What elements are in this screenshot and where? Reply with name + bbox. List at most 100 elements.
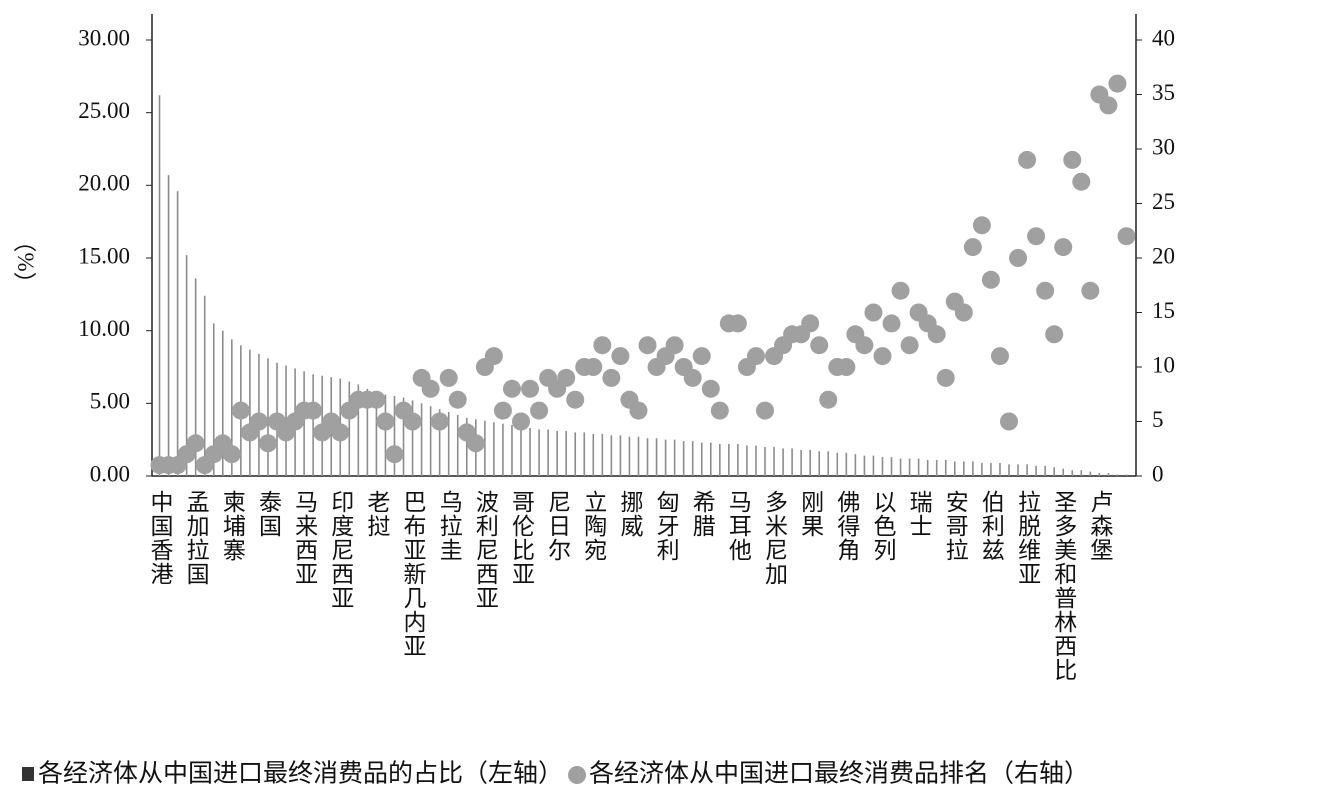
dot bbox=[756, 401, 774, 420]
x-tick-label: 卢森堡 bbox=[1087, 490, 1114, 562]
y2-tick-label: 30 bbox=[1152, 134, 1175, 159]
dot bbox=[855, 336, 874, 355]
dot bbox=[801, 314, 820, 333]
x-tick-label: 印度尼西亚 bbox=[328, 490, 355, 610]
y-tick-label: 0.00 bbox=[90, 461, 130, 486]
legend-label: 各经济体从中国进口最终消费品的占比（左轴） bbox=[38, 760, 563, 788]
dot bbox=[701, 379, 720, 398]
dot bbox=[376, 412, 395, 431]
y-tick-label: 20.00 bbox=[78, 171, 130, 196]
dot bbox=[936, 368, 955, 387]
dot bbox=[1036, 281, 1055, 300]
dot bbox=[819, 390, 838, 409]
dot bbox=[810, 336, 829, 355]
y2-tick-label: 15 bbox=[1152, 298, 1175, 323]
x-tick-label: 马耳他 bbox=[725, 490, 752, 562]
dot bbox=[493, 401, 512, 420]
dot bbox=[710, 401, 729, 420]
y2-tick-label: 0 bbox=[1152, 461, 1164, 486]
dot bbox=[1072, 172, 1091, 191]
y-tick-label: 15.00 bbox=[78, 243, 130, 268]
dot bbox=[439, 368, 458, 387]
x-tick-label: 安哥拉 bbox=[942, 490, 969, 562]
x-tick-label: 伯利兹 bbox=[978, 490, 1005, 562]
dot bbox=[1045, 325, 1064, 344]
x-tick-label: 圣多美和普林西比 bbox=[1051, 490, 1078, 682]
dot bbox=[593, 336, 612, 355]
dot bbox=[990, 347, 1009, 366]
y-tick-label: 5.00 bbox=[90, 389, 130, 414]
dot bbox=[1081, 281, 1100, 300]
x-tick-label: 以色列 bbox=[870, 490, 897, 562]
dot bbox=[692, 347, 711, 366]
legend-swatch bbox=[568, 766, 587, 784]
dot bbox=[638, 336, 657, 355]
x-tick-label: 挪威 bbox=[617, 490, 644, 538]
dot bbox=[448, 390, 467, 409]
dot bbox=[530, 401, 549, 420]
x-tick-label: 乌拉圭 bbox=[436, 490, 463, 562]
dot bbox=[258, 434, 277, 453]
dot bbox=[927, 325, 946, 344]
dot bbox=[331, 423, 350, 442]
dot bbox=[521, 379, 540, 398]
dot bbox=[611, 347, 630, 366]
x-tick-label: 佛得角 bbox=[834, 490, 861, 562]
dot bbox=[1018, 150, 1037, 169]
y2-tick-label: 40 bbox=[1152, 25, 1175, 50]
y2-tick-label: 10 bbox=[1152, 352, 1175, 377]
x-tick-label: 刚果 bbox=[798, 490, 825, 538]
dot bbox=[186, 434, 205, 453]
dot bbox=[1054, 238, 1073, 257]
y-tick-label: 30.00 bbox=[78, 25, 130, 50]
dot bbox=[249, 412, 268, 431]
x-tick-label: 希腊 bbox=[689, 490, 716, 538]
x-tick-label: 哥伦比亚 bbox=[509, 490, 536, 586]
dot bbox=[665, 336, 684, 355]
dot bbox=[683, 368, 702, 387]
dot bbox=[430, 412, 449, 431]
dot bbox=[629, 401, 648, 420]
y-axis-label: （%） bbox=[13, 229, 38, 294]
dot bbox=[963, 238, 982, 257]
dot bbox=[304, 401, 323, 420]
y-tick-label: 25.00 bbox=[78, 98, 130, 123]
dot bbox=[584, 358, 603, 376]
dot bbox=[954, 303, 973, 322]
dot bbox=[728, 314, 747, 333]
dot bbox=[403, 412, 422, 431]
dot bbox=[367, 390, 386, 409]
y2-tick-label: 5 bbox=[1152, 407, 1164, 432]
dot bbox=[502, 379, 521, 398]
x-tick-label: 匈牙利 bbox=[653, 490, 680, 562]
x-tick-label: 拉脱维亚 bbox=[1015, 490, 1042, 586]
dot bbox=[981, 270, 1000, 289]
y2-tick-label: 35 bbox=[1152, 80, 1175, 105]
x-tick-label: 中国香港 bbox=[147, 490, 174, 586]
y2-tick-label: 20 bbox=[1152, 243, 1175, 268]
dot bbox=[972, 216, 991, 235]
legend-label: 各经济体从中国进口最终消费品排名（右轴） bbox=[589, 760, 1089, 788]
x-tick-label: 波利尼西亚 bbox=[472, 490, 499, 610]
dot bbox=[512, 412, 530, 431]
y-tick-label: 10.00 bbox=[78, 316, 130, 341]
dot bbox=[837, 358, 856, 376]
dot bbox=[421, 379, 440, 398]
dot bbox=[1117, 227, 1136, 246]
x-tick-label: 泰国 bbox=[255, 490, 282, 538]
dot bbox=[466, 434, 485, 453]
x-tick-label: 立陶宛 bbox=[581, 490, 608, 562]
dot bbox=[557, 368, 576, 387]
dot bbox=[566, 390, 585, 409]
x-tick-label: 柬埔寨 bbox=[219, 490, 246, 562]
x-tick-label: 尼日尔 bbox=[545, 490, 572, 562]
dot bbox=[864, 303, 883, 322]
x-tick-label: 马来西亚 bbox=[292, 490, 319, 586]
dot bbox=[1000, 412, 1018, 431]
dot bbox=[1027, 227, 1046, 246]
dot bbox=[891, 281, 910, 300]
x-tick-label: 多米尼加 bbox=[762, 490, 789, 586]
legend-swatch bbox=[22, 767, 34, 781]
dot bbox=[1063, 150, 1082, 169]
dot bbox=[873, 347, 892, 366]
